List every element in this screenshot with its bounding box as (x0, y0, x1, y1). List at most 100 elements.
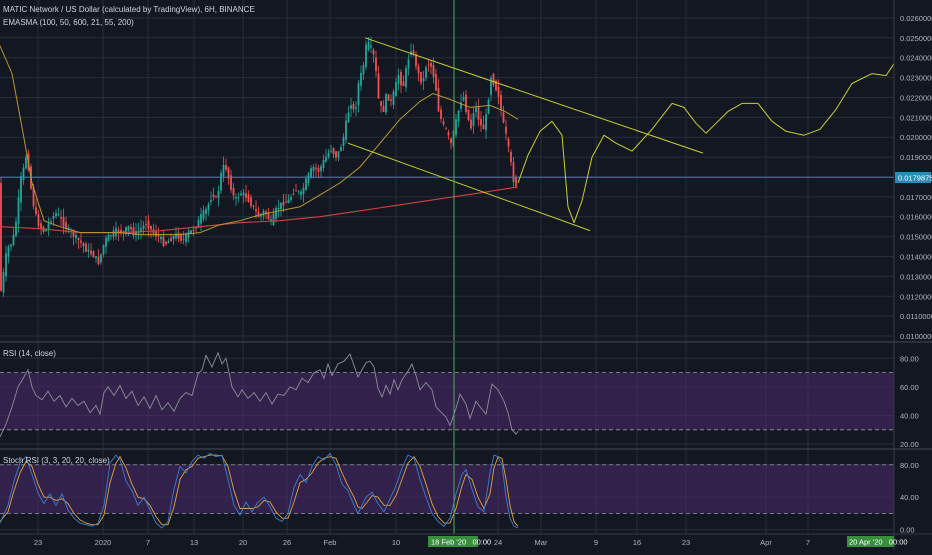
candle-body (357, 83, 360, 106)
candle-body (150, 225, 152, 230)
candle-body (207, 204, 210, 210)
candle-body (435, 74, 437, 91)
candle-body (75, 234, 77, 239)
upper-trendline[interactable] (364, 37, 704, 154)
candle-body (505, 126, 507, 134)
candle-body (32, 186, 35, 207)
candle-body (475, 107, 477, 113)
candle-body (5, 253, 7, 277)
candle-body (130, 227, 132, 230)
candle-body (265, 211, 267, 214)
candle-body (322, 160, 325, 168)
candle-body (420, 71, 422, 83)
candle-body (50, 221, 52, 222)
candle-body (217, 190, 220, 199)
candle-body (157, 235, 160, 237)
time-tick-label: 10 (392, 538, 400, 547)
candle-body (280, 202, 282, 210)
stoch-tick-label: 80.00 (900, 461, 919, 470)
candle-body (52, 215, 55, 219)
candle-body (92, 251, 95, 258)
candle-body (300, 191, 302, 196)
candlestick-series (0, 36, 517, 297)
candle-body (500, 95, 502, 110)
candle-body (242, 192, 245, 196)
candle-body (355, 107, 357, 109)
candle-body (455, 119, 457, 136)
candle-body (237, 197, 240, 199)
time-tick-label: 7 (146, 538, 150, 547)
candle-body (502, 112, 505, 123)
candle-body (365, 44, 367, 67)
candle-body (87, 249, 90, 252)
candle-body (312, 167, 315, 172)
rsi-tick-label: 40.00 (900, 412, 919, 421)
price-tick-label: 0.01000000 (900, 332, 932, 341)
candle-body (460, 102, 462, 109)
candle-body (80, 240, 82, 243)
rsi-tick-label: 20.00 (900, 440, 919, 449)
ema-fast-line (0, 45, 519, 236)
candle-body (507, 138, 510, 147)
candle-body (215, 196, 217, 198)
candle-body (285, 202, 287, 203)
candle-body (175, 233, 177, 239)
time-tick-label: 2020 (95, 538, 112, 547)
lower-trendline[interactable] (347, 142, 591, 232)
candle-body (60, 217, 62, 219)
candle-body (110, 235, 112, 237)
candle-body (480, 118, 482, 126)
candle-body (317, 168, 320, 172)
candle-body (230, 175, 232, 190)
candle-body (330, 151, 332, 152)
time-tick-label: Apr (760, 538, 772, 547)
candle-body (55, 213, 57, 217)
candle-body (192, 229, 195, 231)
candle-body (160, 236, 162, 240)
candle-body (432, 65, 435, 77)
candle-body (510, 151, 512, 163)
candle-body (15, 221, 17, 236)
candle-body (327, 152, 330, 158)
candle-body (97, 256, 100, 265)
candle-body (65, 222, 67, 229)
candle-body (90, 250, 92, 255)
candle-body (275, 208, 277, 219)
candle-body (407, 59, 410, 69)
price-tick-label: 0.02500000 (900, 34, 932, 43)
candle-body (497, 86, 500, 97)
price-tick-label: 0.01600000 (900, 213, 932, 222)
crosshair-time-label: 18 Feb '20 00:00 (431, 538, 491, 547)
candle-body (185, 233, 187, 243)
candle-body (245, 193, 247, 198)
candle-body (482, 124, 485, 130)
rsi-band (0, 372, 894, 430)
candle-body (400, 71, 402, 86)
candle-body (145, 224, 147, 226)
price-tick-label: 0.01700000 (900, 193, 932, 202)
stoch-rsi-label: Stoch RSI (3, 3, 20, 20, close) (3, 456, 110, 465)
crosshair-time-badge (428, 536, 478, 547)
candle-body (337, 151, 340, 158)
overlay-indicator-label: EMASMA (100, 50, 600, 21, 55, 200) (3, 18, 134, 27)
candle-body (165, 241, 167, 245)
candle-body (82, 243, 85, 247)
candle-body (360, 72, 362, 86)
candle-body (45, 229, 47, 232)
candle-body (250, 197, 252, 207)
candle-body (10, 244, 12, 247)
time-tick-label: 24 (494, 538, 502, 547)
candle-body (115, 228, 117, 236)
candle-body (172, 236, 175, 240)
price-tick-label: 0.02300000 (900, 74, 932, 83)
candle-body (390, 99, 392, 101)
candle-body (352, 103, 355, 110)
candle-body (132, 227, 135, 236)
candle-body (485, 114, 487, 131)
candle-body (310, 168, 312, 178)
candle-body (140, 228, 142, 232)
candle-body (47, 223, 50, 231)
time-tick-label: 20 (239, 538, 247, 547)
price-tick-label: 0.01400000 (900, 253, 932, 262)
